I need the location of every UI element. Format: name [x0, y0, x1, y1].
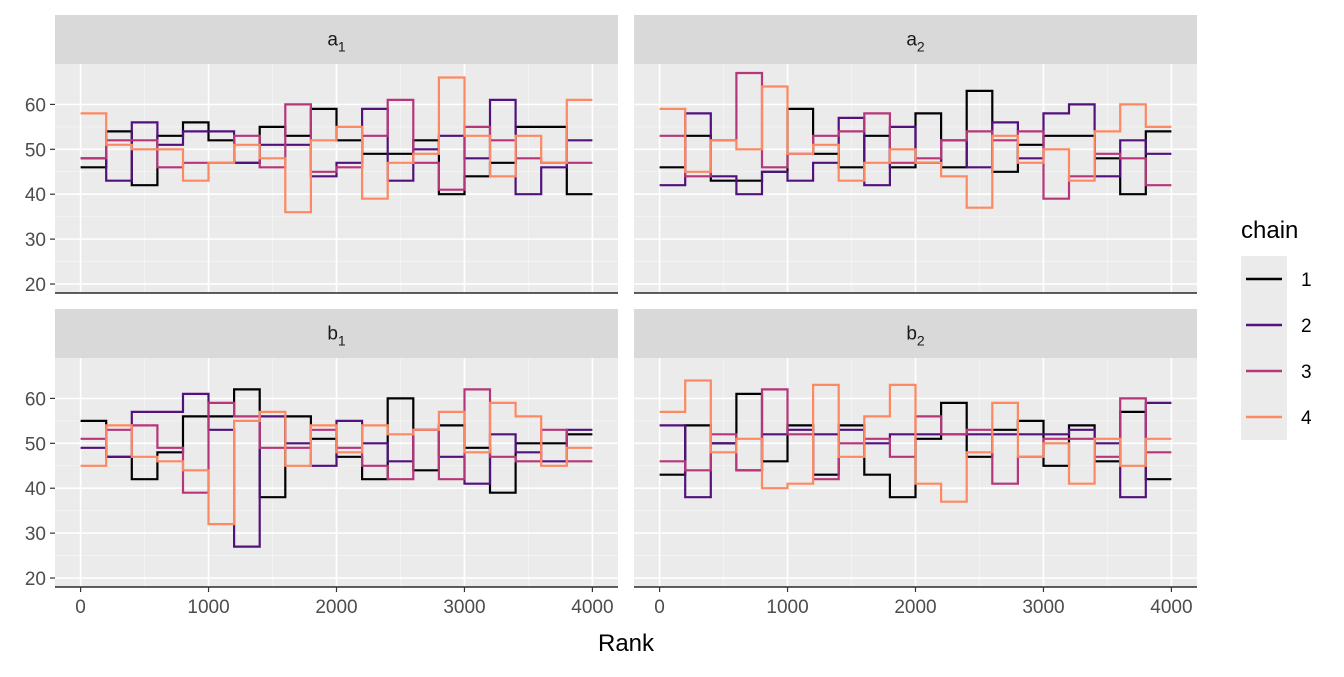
strip-label: a1: [327, 30, 346, 55]
y-tick-label: 20: [25, 569, 46, 590]
series-line-chain-4: [659, 379, 1172, 503]
x-tick-label: 3000: [443, 597, 485, 618]
legend-title: chain: [1241, 217, 1298, 244]
panel-b2: b2: [634, 309, 1197, 588]
x-tick-label: 1000: [766, 597, 808, 618]
series-line-chain-4: [659, 85, 1172, 209]
panel-a2: a2: [634, 15, 1197, 294]
x-tick-label: 0: [75, 597, 86, 618]
strip-label: b2: [906, 324, 925, 349]
legend-label: 1: [1301, 270, 1312, 291]
strip-label-subscript: 2: [917, 39, 925, 55]
strip-background: [55, 15, 618, 64]
strip-label-base: b: [906, 324, 917, 345]
y-tick-label: 30: [25, 230, 46, 251]
y-tick-label: 50: [25, 434, 46, 455]
y-tick-label: 40: [25, 185, 46, 206]
y-tick-label: 20: [25, 275, 46, 296]
legend-label: 4: [1301, 408, 1312, 429]
legend-item-1: 1: [1241, 256, 1312, 302]
series-line-chain-4: [80, 401, 593, 526]
y-tick-label: 30: [25, 524, 46, 545]
strip-label: a2: [906, 30, 925, 55]
legend-label: 2: [1301, 316, 1312, 337]
legend-item-4: 4: [1241, 394, 1312, 440]
x-axis: 0 1000 2000 3000 4000 0 1000 2000 3000 4000: [75, 587, 1193, 618]
strip-background: [634, 15, 1197, 64]
strip-label-subscript: 1: [338, 39, 346, 55]
strip-label-base: a: [327, 30, 338, 51]
panel-a1: a1 20 30 40 50 60: [25, 15, 618, 296]
series-line-chain-2: [659, 103, 1172, 196]
legend: chain 1 2 3 4: [1241, 217, 1312, 440]
legend-item-2: 2: [1241, 302, 1312, 348]
strip-background: [634, 309, 1197, 358]
x-tick-label: 0: [654, 597, 665, 618]
y-tick-label: 60: [25, 95, 46, 116]
legend-item-3: 3: [1241, 348, 1312, 394]
grid: [634, 358, 1197, 587]
x-tick-label: 4000: [571, 597, 613, 618]
strip-label-subscript: 1: [338, 333, 346, 349]
strip-label-subscript: 2: [917, 333, 925, 349]
series-line-chain-2: [80, 98, 593, 196]
y-tick-label: 60: [25, 389, 46, 410]
strip-label: b1: [327, 324, 346, 349]
strip-background: [55, 309, 618, 358]
y-tick-label: 40: [25, 479, 46, 500]
panel-b1: b1 20 30 40 50 60: [25, 309, 618, 590]
strip-label-base: a: [906, 30, 917, 51]
x-tick-label: 4000: [1150, 597, 1192, 618]
legend-label: 3: [1301, 362, 1312, 383]
x-tick-label: 2000: [894, 597, 936, 618]
y-tick-label: 50: [25, 140, 46, 161]
x-tick-label: 3000: [1022, 597, 1064, 618]
series-line-chain-4: [80, 76, 593, 214]
strip-label-base: b: [327, 324, 338, 345]
series-line-chain-2: [80, 392, 593, 548]
x-tick-label: 1000: [187, 597, 229, 618]
x-tick-label: 2000: [315, 597, 357, 618]
x-axis-title: Rank: [598, 630, 655, 657]
